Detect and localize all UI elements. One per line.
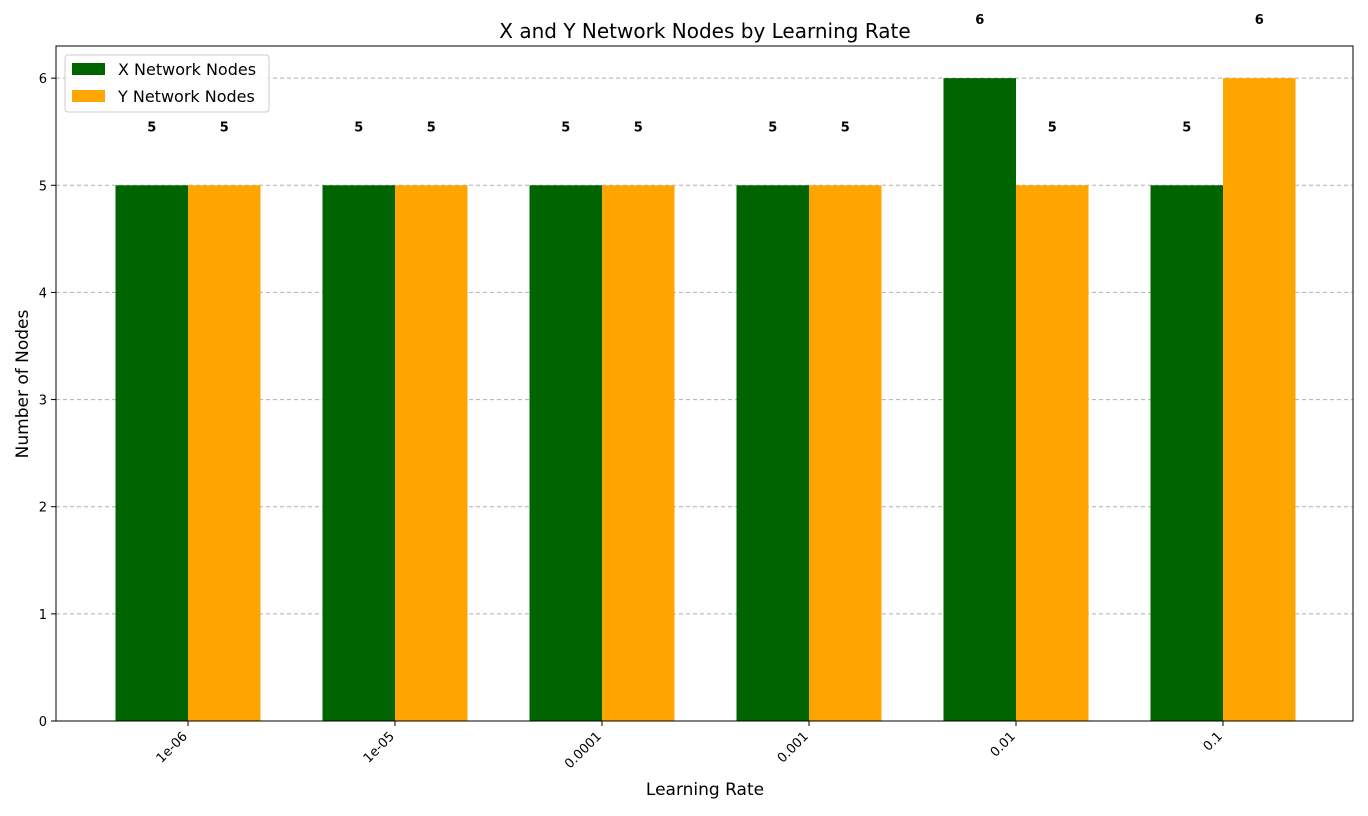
bars — [115, 78, 1296, 722]
data-label: 6 — [975, 13, 984, 28]
y-tick-label: 6 — [39, 72, 47, 87]
y-tick-label: 3 — [39, 394, 47, 409]
legend-swatch-y-network-nodes — [72, 90, 105, 102]
legend-swatch-x-network-nodes — [72, 63, 105, 75]
y-tick-label: 4 — [39, 286, 47, 301]
plot-frame — [55, 45, 1354, 722]
legend-label-x-network-nodes: X Network Nodes — [118, 60, 256, 79]
data-labels: 5 5 5 5 6 5 5 5 5 5 5 6 — [147, 13, 1264, 135]
data-label: 5 — [147, 120, 156, 135]
bar-x-network-nodes-0-0001 — [529, 185, 602, 722]
bar-y-network-nodes-0-01 — [1016, 185, 1089, 722]
legend-label-y-network-nodes: Y Network Nodes — [117, 87, 255, 106]
data-label: 5 — [841, 120, 850, 135]
legend-frame — [64, 54, 270, 113]
data-label: 5 — [1048, 120, 1057, 135]
y-axis: 0 1 2 3 4 5 6 — [39, 72, 56, 730]
data-label: 5 — [561, 120, 570, 135]
bar-x-network-nodes-0-1 — [1150, 185, 1223, 722]
bar-x-network-nodes-1e-05 — [322, 185, 395, 722]
data-label: 5 — [354, 120, 363, 135]
bar-x-network-nodes-0-01 — [943, 78, 1016, 721]
bar-y-network-nodes-0-001 — [809, 185, 882, 722]
y-axis-label: Number of Nodes — [13, 310, 33, 459]
data-label: 5 — [427, 120, 436, 135]
bar-x-network-nodes-1e-06 — [115, 185, 188, 722]
bar-x-network-nodes-0-001 — [736, 185, 809, 722]
y-tick-label: 2 — [39, 501, 47, 516]
bar-y-network-nodes-0-1 — [1223, 78, 1296, 721]
bar-y-network-nodes-1e-06 — [188, 185, 261, 722]
grid-lines — [56, 77, 1353, 615]
bar-y-network-nodes-0-0001 — [602, 185, 675, 722]
y-tick-label: 5 — [39, 179, 47, 194]
data-label: 5 — [634, 120, 643, 135]
data-label: 6 — [1255, 13, 1264, 28]
data-label: 5 — [1182, 120, 1191, 135]
y-tick-label: 1 — [39, 608, 47, 623]
data-label: 5 — [768, 120, 777, 135]
legend: X Network Nodes Y Network Nodes — [64, 54, 270, 113]
bar-y-network-nodes-1e-05 — [395, 185, 468, 722]
x-axis-label: Learning Rate — [646, 780, 764, 800]
chart-title: X and Y Network Nodes by Learning Rate — [499, 19, 910, 43]
data-label: 5 — [220, 120, 229, 135]
y-tick-label: 0 — [39, 715, 47, 730]
